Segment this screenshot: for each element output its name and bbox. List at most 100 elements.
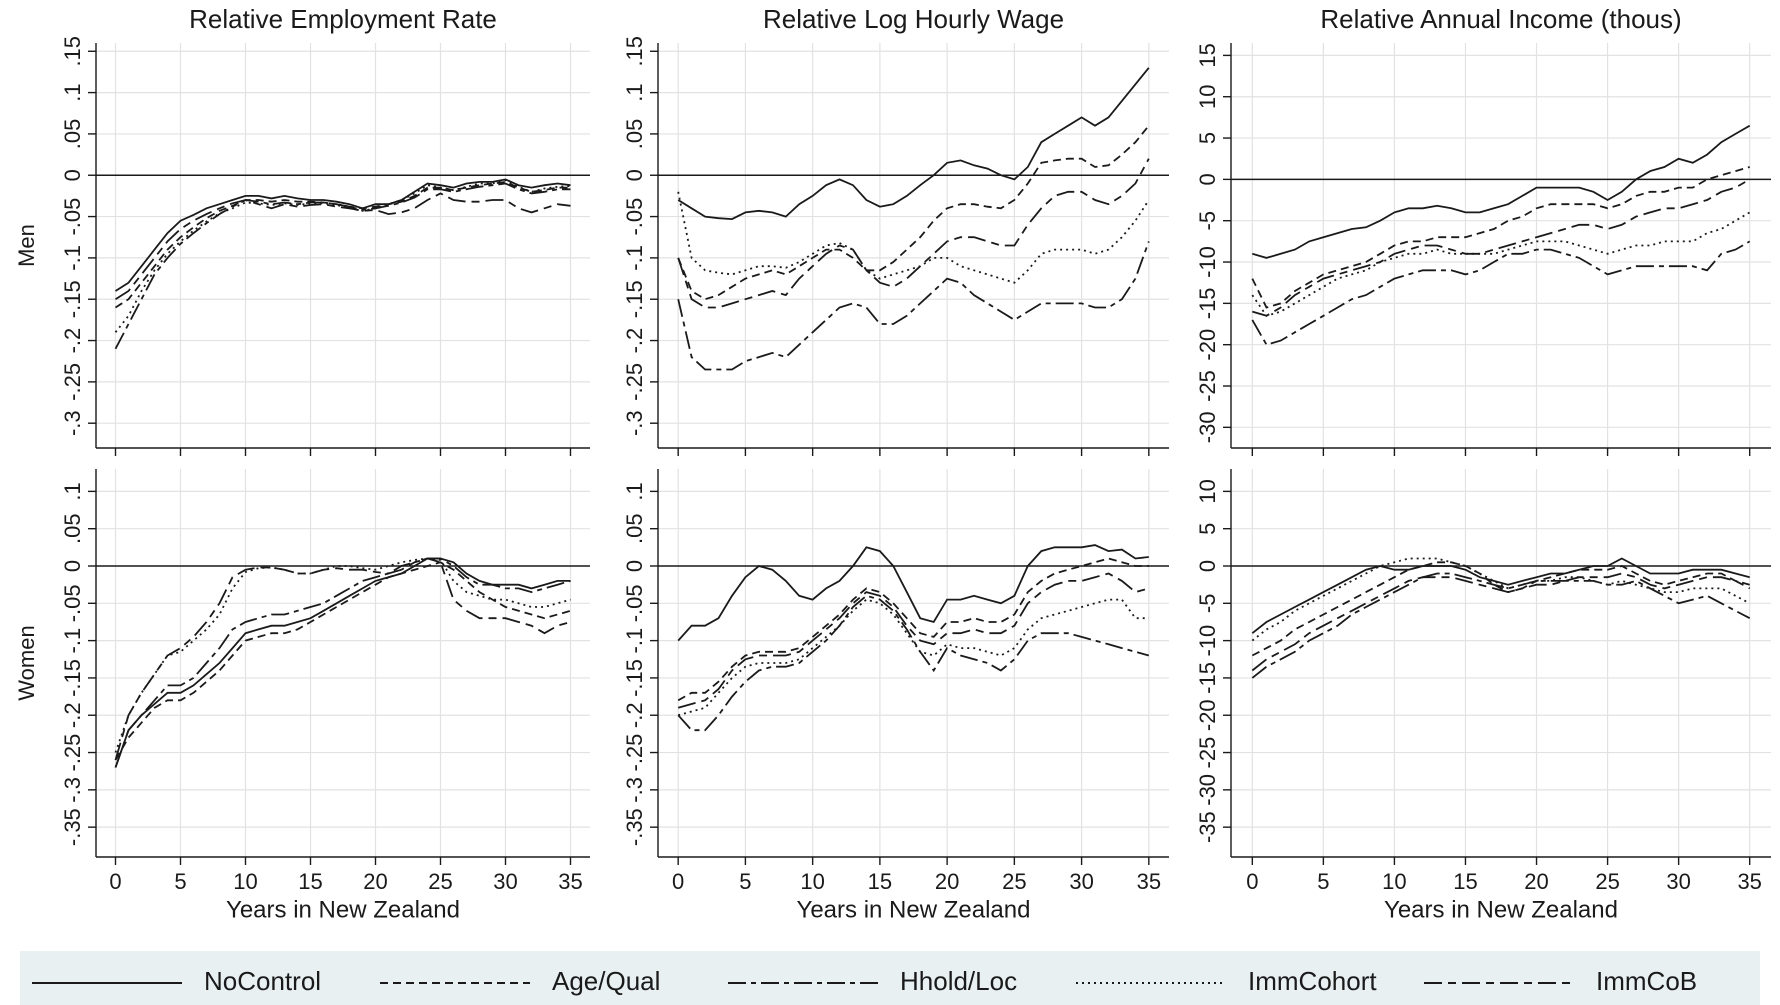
x-tick-label: 15 <box>868 869 892 894</box>
y-tick-label: -.15 <box>60 659 85 697</box>
y-tick-label: -.05 <box>60 198 85 236</box>
x-tick-label: 30 <box>1069 869 1093 894</box>
y-tick-label: .1 <box>60 83 85 101</box>
plot-area <box>658 43 1169 448</box>
series-line <box>114 179 571 333</box>
y-tick-label: -.3 <box>622 777 647 803</box>
y-tick-label: .15 <box>60 36 85 67</box>
plot-area <box>658 469 1169 857</box>
x-tick-label: 20 <box>363 869 387 894</box>
series-line <box>1251 211 1751 317</box>
x-tick-label: 10 <box>1382 869 1406 894</box>
y-tick-label: 15 <box>1195 43 1220 67</box>
series-line <box>677 241 1150 371</box>
y-tick-label: -.2 <box>60 328 85 354</box>
y-tick-label: -15 <box>1195 287 1220 319</box>
series-line <box>114 561 571 761</box>
row-label: Women <box>14 625 39 700</box>
series-line <box>1251 557 1751 642</box>
x-tick-label: 35 <box>1737 869 1761 894</box>
y-tick-label: -.25 <box>60 363 85 401</box>
y-tick-label: -25 <box>1195 370 1220 402</box>
y-tick-label: .05 <box>622 119 647 150</box>
legend-label: Age/Qual <box>552 966 660 996</box>
x-tick-label: 15 <box>298 869 322 894</box>
series-line <box>677 557 1149 702</box>
x-tick-label: 25 <box>1002 869 1026 894</box>
plot-area <box>1231 469 1771 857</box>
x-tick-label: 0 <box>1246 869 1258 894</box>
series-line <box>115 192 571 300</box>
y-tick-label: -.3 <box>622 410 647 436</box>
y-tick-label: -.2 <box>60 702 85 728</box>
series-line <box>1251 240 1751 346</box>
y-tick-label: -.15 <box>622 659 647 697</box>
y-tick-label: -.1 <box>622 245 647 271</box>
series-line <box>677 191 1150 284</box>
plot-area <box>96 43 590 448</box>
x-tick-label: 10 <box>233 869 257 894</box>
y-tick-label: -35 <box>1195 811 1220 843</box>
series-line <box>677 572 1150 709</box>
y-tick-label: .1 <box>60 482 85 500</box>
y-tick-label: -.25 <box>622 363 647 401</box>
y-tick-label: -10 <box>1195 246 1220 278</box>
x-tick-label: 0 <box>109 869 121 894</box>
y-tick-label: -15 <box>1195 662 1220 694</box>
y-tick-label: 10 <box>1195 479 1220 503</box>
panel-title: Relative Employment Rate <box>189 4 497 34</box>
legend-label: ImmCohort <box>1248 966 1377 996</box>
series-line <box>1251 557 1750 634</box>
y-tick-label: 5 <box>1195 523 1220 535</box>
x-axis-label: Years in New Zealand <box>797 896 1031 923</box>
x-tick-label: 25 <box>1595 869 1619 894</box>
legend-label: Hhold/Loc <box>900 966 1017 996</box>
y-tick-label: 0 <box>60 169 85 181</box>
x-tick-label: 15 <box>1453 869 1477 894</box>
series-line <box>1251 166 1750 309</box>
series-line <box>677 594 1150 732</box>
y-tick-label: 0 <box>1195 173 1220 185</box>
y-tick-label: .05 <box>622 513 647 544</box>
y-tick-label: -5 <box>1195 594 1220 614</box>
x-tick-label: 30 <box>493 869 517 894</box>
y-tick-label: -.1 <box>60 628 85 654</box>
series-line <box>115 178 571 292</box>
legend-label: ImmCoB <box>1596 966 1697 996</box>
y-tick-label: -.2 <box>622 328 647 354</box>
panel-title: Relative Annual Income (thous) <box>1320 4 1681 34</box>
y-tick-label: -.15 <box>60 280 85 318</box>
y-tick-label: -.15 <box>622 280 647 318</box>
x-tick-label: 5 <box>1317 869 1329 894</box>
y-tick-label: -.35 <box>622 808 647 846</box>
series-line <box>677 544 1149 642</box>
x-tick-label: 0 <box>672 869 684 894</box>
y-tick-label: .1 <box>622 482 647 500</box>
x-tick-label: 30 <box>1666 869 1690 894</box>
x-tick-label: 25 <box>428 869 452 894</box>
x-tick-label: 20 <box>935 869 959 894</box>
y-tick-label: -.05 <box>622 198 647 236</box>
y-tick-label: 0 <box>622 169 647 181</box>
y-tick-label: -.3 <box>60 777 85 803</box>
series-line <box>677 125 1150 301</box>
series-line <box>677 598 1149 717</box>
y-tick-label: -30 <box>1195 411 1220 443</box>
y-tick-label: 0 <box>622 560 647 572</box>
y-tick-label: -.05 <box>60 584 85 622</box>
y-tick-label: -25 <box>1195 737 1220 769</box>
y-tick-label: -20 <box>1195 699 1220 731</box>
y-tick-label: -20 <box>1195 329 1220 361</box>
y-tick-label: -.1 <box>622 628 647 654</box>
row-label: Men <box>14 224 39 267</box>
y-tick-label: -.2 <box>622 702 647 728</box>
y-tick-label: -10 <box>1195 625 1220 657</box>
legend-label: NoControl <box>204 966 321 996</box>
x-axis-label: Years in New Zealand <box>1384 896 1618 923</box>
y-tick-label: .15 <box>622 36 647 67</box>
series-line <box>1251 572 1751 679</box>
y-tick-label: 0 <box>60 560 85 572</box>
series-line <box>115 180 571 309</box>
x-tick-label: 10 <box>800 869 824 894</box>
x-tick-label: 5 <box>174 869 186 894</box>
